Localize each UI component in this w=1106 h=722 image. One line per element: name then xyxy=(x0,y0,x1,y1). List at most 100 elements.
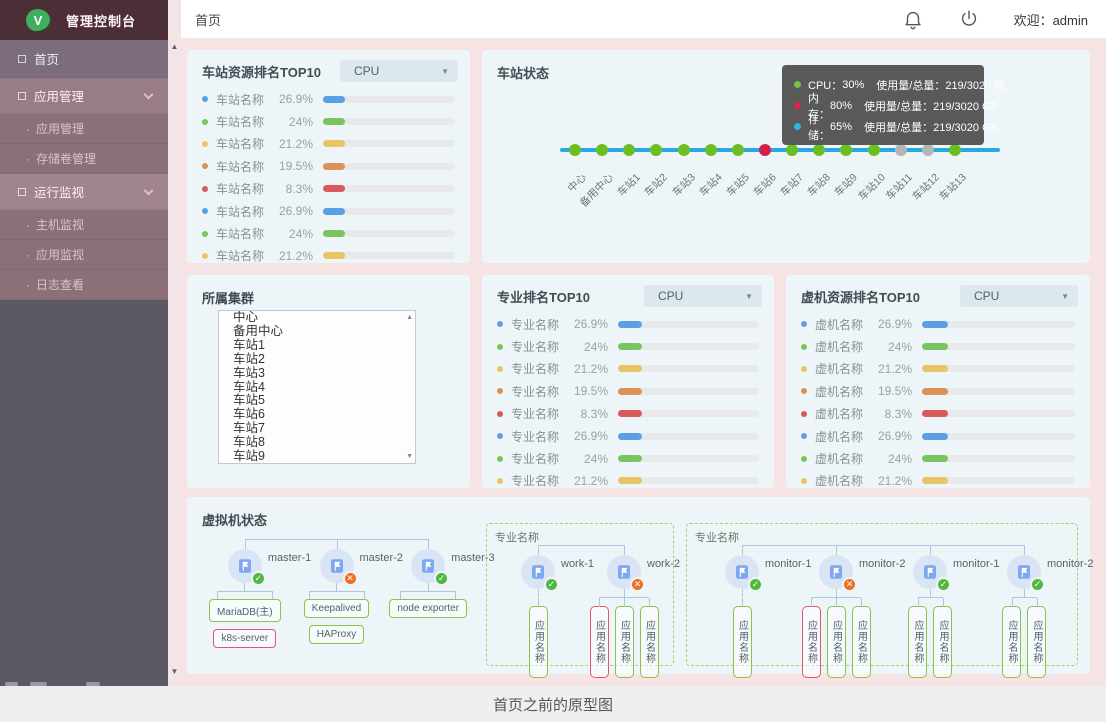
app-box[interactable]: 应用名称 xyxy=(614,598,634,678)
scroll-up-icon[interactable]: ▲ xyxy=(170,42,179,51)
tooltip-metric-name: CPU： xyxy=(808,79,843,92)
rank-item-value: 26.9% xyxy=(877,317,912,332)
notification-bell-icon[interactable] xyxy=(902,8,924,30)
vm-node-icon[interactable]: ✕ work-2 xyxy=(607,545,680,592)
sidebar-item-首页[interactable]: 首页 xyxy=(0,40,168,78)
app-box[interactable]: 应用名称 xyxy=(826,598,846,678)
station-node-车站1[interactable] xyxy=(623,144,636,156)
chevron-down-icon: ▼ xyxy=(441,66,449,76)
vm-node-name: master-2 xyxy=(359,552,403,564)
app-box[interactable]: MariaDB(主) xyxy=(209,599,281,622)
app-box[interactable]: 应用名称 xyxy=(908,598,927,678)
metric-dropdown[interactable]: CPU ▼ xyxy=(960,285,1078,307)
rank-item-value: 21.2% xyxy=(573,361,608,376)
vm-node-icon[interactable]: ✓ master-3 xyxy=(411,539,495,586)
metric-dropdown[interactable]: CPU ▼ xyxy=(340,60,458,82)
scroll-up-icon[interactable]: ▲ xyxy=(406,314,413,321)
app-box[interactable]: 应用名称 xyxy=(1027,598,1046,678)
station-node-车站11[interactable] xyxy=(894,144,907,156)
sidebar-item-存储卷管理[interactable]: 存储卷管理 xyxy=(0,144,168,174)
app-box[interactable]: HAProxy xyxy=(308,625,365,644)
cluster-listbox[interactable]: 中心 备用中心 车站1 车站2 车站3 车站4 车站5 车站6 车站7 车站8 车站9 ▲ ▼ xyxy=(218,310,416,464)
ranking-row: 车站名称 19.5% xyxy=(202,155,455,177)
status-tooltip: CPU： 30% 使用量/总量：219/3020 核内存： 80% 使用量/总量：219… xyxy=(782,65,1005,145)
rank-bar-track xyxy=(922,455,1075,463)
scroll-down-icon[interactable]: ▼ xyxy=(406,453,413,460)
list-item[interactable]: 车站3 xyxy=(233,365,265,380)
rank-bar-fill xyxy=(323,230,346,238)
list-item[interactable]: 车站4 xyxy=(233,379,265,394)
list-item[interactable]: 车站1 xyxy=(233,337,265,352)
list-item[interactable]: 车站5 xyxy=(233,393,265,408)
app-box[interactable]: node exporter xyxy=(389,599,468,618)
scroll-down-icon[interactable]: ▼ xyxy=(170,667,179,676)
app-box[interactable]: 应用名称 xyxy=(528,598,548,678)
rank-item-label: 专业名称 xyxy=(511,452,560,467)
station-node-车站2[interactable] xyxy=(650,144,663,156)
sidebar-item-应用管理[interactable]: 应用管理 xyxy=(0,114,168,144)
list-item[interactable]: 车站2 xyxy=(233,351,265,366)
sidebar-scrollbar[interactable]: ▲ ▼ xyxy=(168,0,181,686)
station-node-车站12[interactable] xyxy=(921,144,934,156)
station-node-车站13[interactable] xyxy=(949,144,961,156)
app-box[interactable]: 应用名称 xyxy=(851,598,871,678)
vm-node-name: work-1 xyxy=(561,558,595,570)
vm-node-icon[interactable]: ✓ monitor-2 xyxy=(1007,545,1093,592)
vm-apps: MariaDB(主) k8s-server xyxy=(209,591,281,655)
station-node-车站6[interactable] xyxy=(759,144,771,156)
vm-node: ✓ monitor-2 应用名称 应用名称 xyxy=(977,545,1093,678)
list-item[interactable]: 车站6 xyxy=(233,407,265,422)
sidebar-item-运行监视[interactable]: 运行监视 xyxy=(0,174,168,210)
vm-node-name: monitor-2 xyxy=(1047,558,1094,570)
station-node-车站7[interactable] xyxy=(786,144,799,156)
dropdown-value: CPU xyxy=(354,64,380,78)
power-icon[interactable] xyxy=(958,8,980,30)
dropdown-value: CPU xyxy=(658,289,684,303)
station-node-车站4[interactable] xyxy=(704,144,717,156)
list-item[interactable]: 车站8 xyxy=(233,435,265,450)
station-node-车站3[interactable] xyxy=(677,144,690,156)
vm-node-icon[interactable]: ✓ monitor-1 xyxy=(913,545,999,592)
app-box[interactable]: 应用名称 xyxy=(732,598,752,678)
station-node-车站8[interactable] xyxy=(813,144,826,156)
sidebar: V 管理控制台 首页应用管理应用管理存储卷管理运行监视主机监视应用监视日志查看 xyxy=(0,0,168,686)
list-item[interactable]: 备用中心 xyxy=(233,323,284,338)
station-node-备用中心[interactable] xyxy=(596,144,609,156)
vm-node-icon[interactable]: ✕ monitor-2 xyxy=(819,545,905,592)
station-node-车站9[interactable] xyxy=(840,144,853,156)
app-box[interactable]: 应用名称 xyxy=(801,598,821,678)
station-node-车站10[interactable] xyxy=(867,144,880,156)
rank-bar-fill xyxy=(922,410,948,418)
vm-node-icon[interactable]: ✓ work-1 xyxy=(521,545,594,592)
vm-icon xyxy=(521,555,555,589)
app-box[interactable]: 应用名称 xyxy=(639,598,659,678)
rank-bar-track xyxy=(323,230,455,238)
list-item[interactable]: 车站9 xyxy=(233,449,265,464)
connector-line xyxy=(537,589,539,597)
app-window: V 管理控制台 首页应用管理应用管理存储卷管理运行监视主机监视应用监视日志查看 … xyxy=(0,0,1106,686)
metric-dropdown[interactable]: CPU ▼ xyxy=(644,285,762,307)
station-node-车站5[interactable] xyxy=(731,144,744,156)
list-item[interactable]: 中心 xyxy=(233,310,259,324)
vm-node-icon[interactable]: ✓ master-1 xyxy=(227,539,311,586)
app-box[interactable]: 应用名称 xyxy=(1002,598,1021,678)
sidebar-item-应用管理[interactable]: 应用管理 xyxy=(0,78,168,114)
rank-item-label: 虚机名称 xyxy=(815,340,864,355)
vm-node-icon[interactable]: ✕ master-2 xyxy=(319,539,403,586)
app-box[interactable]: 应用名称 xyxy=(933,598,952,678)
sidebar-item-日志查看[interactable]: 日志查看 xyxy=(0,270,168,300)
app-box[interactable]: Keepalived xyxy=(303,599,370,618)
vm-node-icon[interactable]: ✓ monitor-1 xyxy=(725,545,811,592)
status-ok-icon: ✓ xyxy=(748,577,763,592)
station-node-中心[interactable] xyxy=(569,144,581,156)
vm-group-label: 专业名称 xyxy=(495,532,539,544)
sidebar-item-应用监视[interactable]: 应用监视 xyxy=(0,240,168,270)
list-item[interactable]: 车站7 xyxy=(233,421,265,436)
app-box[interactable]: k8s-server xyxy=(213,629,277,648)
ranking-list: 虚机名称 26.9% 虚机名称 24% 虚机名称 21.2% 虚机名称 19.5% 虚机名称 8.… xyxy=(786,310,1090,498)
app-box[interactable]: 应用名称 xyxy=(589,598,609,678)
rank-item-label: 车站名称 xyxy=(216,92,265,107)
sidebar-item-主机监视[interactable]: 主机监视 xyxy=(0,210,168,240)
rank-item-label: 专业名称 xyxy=(511,340,560,355)
tab-home[interactable]: 首页 xyxy=(195,12,222,28)
